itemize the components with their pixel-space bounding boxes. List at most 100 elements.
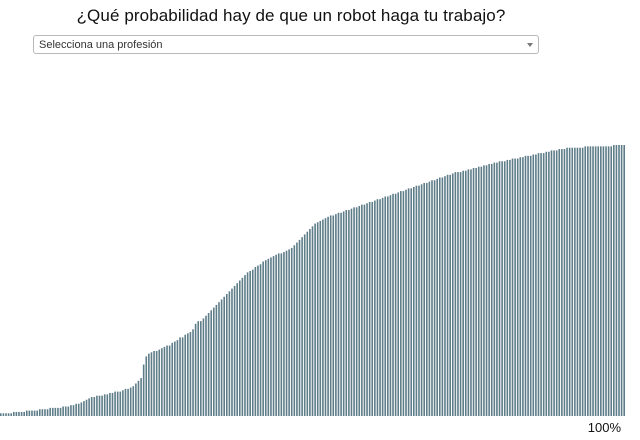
bar[interactable]: [387, 196, 389, 416]
bar[interactable]: [329, 215, 332, 416]
bar[interactable]: [161, 348, 163, 416]
bar[interactable]: [210, 310, 213, 416]
bar[interactable]: [529, 155, 532, 416]
bar[interactable]: [620, 145, 623, 416]
bar[interactable]: [309, 229, 311, 416]
bar[interactable]: [257, 265, 259, 416]
bar[interactable]: [197, 321, 200, 416]
bar[interactable]: [327, 216, 329, 416]
bar[interactable]: [519, 157, 522, 416]
bar[interactable]: [158, 349, 161, 416]
bar[interactable]: [368, 201, 371, 416]
bar[interactable]: [77, 403, 80, 417]
bar[interactable]: [613, 145, 615, 416]
bar[interactable]: [548, 151, 550, 416]
bar[interactable]: [202, 318, 205, 416]
bar[interactable]: [98, 395, 101, 416]
bar[interactable]: [431, 180, 433, 416]
bar[interactable]: [145, 356, 148, 416]
bar[interactable]: [423, 182, 425, 416]
bar[interactable]: [67, 406, 70, 416]
bar[interactable]: [75, 403, 77, 417]
bar[interactable]: [80, 402, 83, 416]
bar[interactable]: [488, 163, 490, 416]
bar[interactable]: [511, 158, 514, 417]
bar[interactable]: [23, 411, 25, 416]
bar[interactable]: [41, 409, 44, 417]
bar[interactable]: [70, 405, 72, 416]
bar[interactable]: [322, 219, 324, 416]
bar[interactable]: [10, 413, 12, 416]
bar[interactable]: [402, 191, 405, 416]
bar[interactable]: [350, 208, 353, 416]
bar[interactable]: [618, 145, 620, 416]
bar[interactable]: [306, 231, 309, 416]
bar[interactable]: [101, 395, 103, 416]
bar[interactable]: [59, 407, 62, 416]
bar[interactable]: [462, 170, 464, 416]
bar[interactable]: [436, 178, 438, 417]
bar[interactable]: [298, 239, 301, 416]
bar[interactable]: [314, 223, 316, 416]
bar[interactable]: [490, 163, 493, 416]
bar[interactable]: [475, 168, 477, 416]
bar[interactable]: [12, 411, 15, 416]
bar[interactable]: [371, 201, 374, 416]
profession-select[interactable]: Selecciona una profesión: [33, 35, 539, 54]
bar[interactable]: [415, 185, 418, 416]
bar[interactable]: [506, 159, 509, 416]
bar[interactable]: [605, 146, 607, 417]
bar[interactable]: [155, 350, 158, 416]
bar[interactable]: [296, 242, 298, 416]
bar[interactable]: [361, 204, 363, 416]
bar[interactable]: [148, 353, 150, 416]
bar[interactable]: [348, 210, 350, 416]
bar[interactable]: [485, 165, 488, 416]
bar[interactable]: [449, 174, 451, 416]
bar[interactable]: [119, 391, 122, 416]
bar[interactable]: [163, 346, 166, 416]
bar[interactable]: [85, 399, 88, 416]
bar[interactable]: [225, 294, 228, 416]
bar[interactable]: [290, 247, 293, 416]
bar[interactable]: [459, 172, 462, 416]
bar[interactable]: [93, 397, 96, 416]
bar[interactable]: [280, 253, 283, 416]
bar[interactable]: [444, 176, 446, 416]
bar[interactable]: [106, 394, 109, 416]
bar[interactable]: [597, 146, 600, 417]
bar[interactable]: [379, 199, 381, 416]
bar[interactable]: [332, 215, 335, 416]
bar[interactable]: [615, 145, 618, 416]
bar[interactable]: [114, 391, 116, 416]
bar[interactable]: [394, 193, 397, 416]
bar[interactable]: [509, 159, 511, 416]
bar[interactable]: [610, 146, 613, 417]
bar[interactable]: [285, 250, 288, 416]
bar[interactable]: [49, 407, 51, 416]
bar[interactable]: [342, 211, 345, 416]
bar[interactable]: [189, 331, 192, 416]
bar[interactable]: [516, 158, 519, 417]
bar[interactable]: [592, 146, 594, 417]
bar[interactable]: [464, 170, 467, 416]
bar[interactable]: [62, 406, 64, 416]
bar[interactable]: [200, 321, 202, 416]
bar[interactable]: [171, 342, 174, 416]
bar[interactable]: [496, 162, 498, 416]
bar[interactable]: [397, 192, 400, 416]
bar[interactable]: [88, 398, 90, 416]
bar[interactable]: [83, 401, 85, 416]
bar[interactable]: [589, 146, 592, 417]
bar[interactable]: [503, 161, 506, 416]
bar[interactable]: [376, 199, 379, 416]
bar[interactable]: [433, 180, 436, 416]
bar[interactable]: [555, 150, 558, 417]
bar[interactable]: [451, 173, 454, 416]
bar[interactable]: [477, 166, 480, 416]
bar[interactable]: [561, 149, 563, 416]
bar[interactable]: [301, 237, 303, 416]
bar[interactable]: [176, 340, 179, 416]
bar[interactable]: [493, 162, 496, 416]
bar[interactable]: [51, 407, 54, 416]
